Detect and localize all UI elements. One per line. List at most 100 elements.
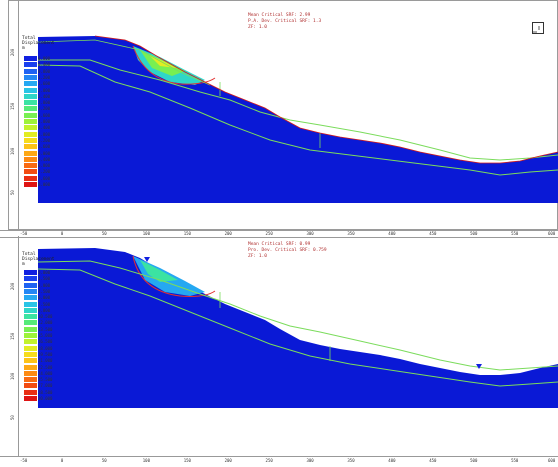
slope-model-bottom	[37, 248, 558, 408]
ruler-tick: 600	[548, 458, 556, 463]
ruler-tick: 150	[183, 231, 191, 236]
legend-value: 18.000	[38, 345, 53, 351]
legend-swatch	[24, 106, 37, 112]
legend-value: 22.500	[38, 364, 53, 370]
legend-value: 1.200	[38, 74, 51, 80]
legend-value: 7.200	[38, 169, 51, 175]
legend-swatch	[24, 314, 37, 320]
legend-value: 16.500	[38, 339, 53, 345]
ruler-tick: 550	[511, 458, 519, 463]
legend-value: 4.500	[38, 288, 51, 294]
legend-value: 5.600	[38, 144, 51, 150]
legend-value: 27.000	[38, 383, 53, 389]
legend-value: 30.000	[38, 396, 53, 401]
layer-line	[37, 64, 558, 176]
legend-swatch	[24, 62, 37, 68]
ruler-tick: 550	[511, 231, 519, 236]
displacement-zone	[148, 54, 176, 68]
ruler-tick: 0	[60, 231, 64, 236]
separator-ruler	[0, 230, 558, 238]
ruler-tick: 150	[183, 458, 191, 463]
water-table-marker	[476, 364, 482, 369]
ruler-tick: 200	[224, 231, 232, 236]
legend-value: 0.400	[38, 62, 51, 68]
legend-value: 24.000	[38, 370, 53, 376]
left-tick: 50	[10, 415, 15, 420]
legend-swatch	[24, 358, 37, 364]
ruler-tick: 600	[548, 231, 556, 236]
slope-model-top	[37, 35, 558, 203]
legend-value: 4.800	[38, 131, 51, 137]
legend-value: 0.800	[38, 68, 51, 74]
support-arrows-icon-glyph	[533, 26, 540, 33]
info-line: ZF: 1.0	[248, 25, 267, 30]
legend-value: 8.000	[38, 182, 51, 187]
ruler-tick: 450	[429, 458, 437, 463]
legend-swatch	[24, 169, 37, 175]
legend-value: 3.200	[38, 106, 51, 112]
legend-swatch	[24, 383, 37, 389]
slip-circle	[132, 255, 216, 297]
ground-outline	[94, 35, 558, 164]
legend-swatch	[24, 301, 37, 307]
legend-value: 6.400	[38, 156, 51, 162]
legend-value: 25.500	[38, 377, 53, 383]
legend-swatch	[24, 125, 37, 131]
legend-value: 12.000	[38, 320, 53, 326]
legend-swatch	[24, 112, 37, 118]
info-line: Pro. Dev. Critical SRF: 0.759	[248, 248, 327, 253]
legend-swatch	[24, 389, 37, 395]
legend-swatch	[24, 288, 37, 294]
legend-swatch	[24, 74, 37, 80]
legend-swatch	[24, 326, 37, 332]
legend-swatch	[24, 295, 37, 301]
ruler-tick: 300	[306, 458, 314, 463]
legend-swatch	[24, 87, 37, 93]
legend-swatch	[24, 163, 37, 169]
legend-swatch	[24, 81, 37, 87]
left-ruler	[8, 0, 19, 230]
info-line: P.A. Dev. Critical SRF: 1.3	[248, 19, 322, 24]
layer-line	[38, 59, 558, 161]
legend-swatch	[24, 119, 37, 124]
legend-swatch	[24, 156, 37, 162]
layer-line	[37, 268, 558, 387]
displacement-zone	[140, 260, 178, 282]
legend-value: 3.000	[38, 282, 51, 288]
legend-swatch	[24, 282, 37, 288]
legend-value: 3.600	[38, 112, 51, 118]
ruler-tick: 100	[142, 458, 150, 463]
legend-swatch	[24, 100, 37, 106]
ruler-tick: 450	[429, 231, 437, 236]
legend-swatch	[24, 276, 37, 282]
ruler-tick: 400	[388, 231, 396, 236]
legend-value: 1.500	[38, 276, 51, 282]
legend-swatch	[24, 396, 37, 401]
legend-value: 4.400	[38, 125, 51, 131]
legend-value: 10.500	[38, 314, 53, 320]
legend-swatch	[24, 150, 37, 156]
legend-title: Total Displacement m	[22, 36, 55, 51]
ruler-tick: 250	[265, 458, 273, 463]
ruler-tick: -50	[20, 231, 28, 236]
ruler-tick: 200	[224, 458, 232, 463]
support-arrows-icon[interactable]	[532, 22, 544, 34]
legend-swatch	[24, 339, 37, 345]
legend-swatch	[24, 137, 37, 143]
legend-swatch	[24, 68, 37, 74]
legend-swatch	[24, 93, 37, 99]
ruler-tick: 500	[470, 458, 478, 463]
ruler-tick: 50	[101, 458, 107, 463]
legend-value: 7.500	[38, 301, 51, 307]
ground-body	[38, 36, 558, 203]
legend-value: 2.000	[38, 87, 51, 93]
legend-swatch	[24, 370, 37, 376]
layer-line	[37, 260, 558, 371]
legend-value: 6.000	[38, 295, 51, 301]
legend-value: 6.000	[38, 150, 51, 156]
legend-value: 6.800	[38, 163, 51, 169]
bottom-ruler	[0, 456, 558, 467]
water-table-marker	[144, 257, 150, 262]
legend-value: 0.000	[38, 270, 51, 275]
